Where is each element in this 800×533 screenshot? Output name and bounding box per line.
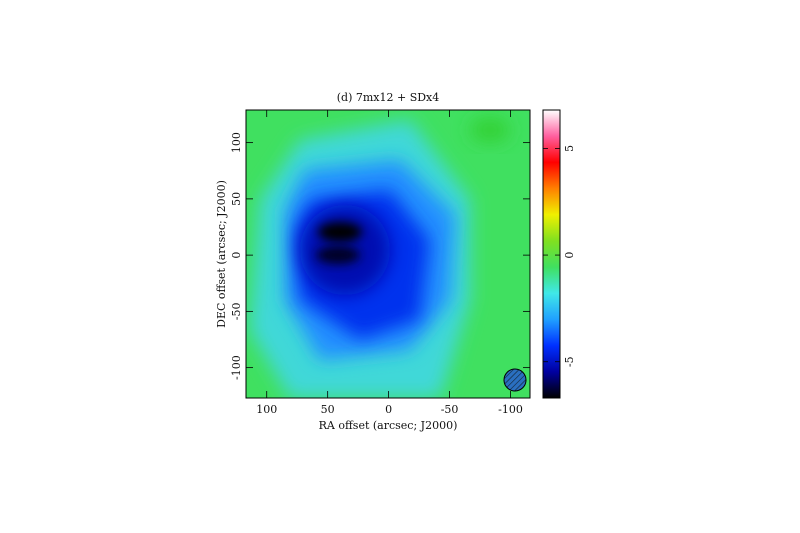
- beam: [503, 368, 527, 392]
- y-tick-label: -100: [230, 355, 243, 380]
- colorbar-tick-label: 5: [563, 145, 576, 152]
- plot-frame: [245, 109, 531, 399]
- x-tick-label: 50: [321, 403, 335, 416]
- x-tick-label: 100: [256, 403, 277, 416]
- x-axis-label: RA offset (arcsec; J2000): [319, 419, 458, 432]
- y-tick-label: 100: [230, 132, 243, 153]
- y-tick-label: 50: [230, 192, 243, 206]
- y-tick-label: -50: [230, 303, 243, 321]
- x-tick-label: 0: [385, 403, 392, 416]
- map-image: [246, 110, 530, 398]
- colorbar-tick-label: 0: [563, 252, 576, 259]
- y-tick-label: 0: [230, 252, 243, 259]
- colorbar-tick-label: -5: [563, 356, 576, 367]
- colorbar: [542, 109, 561, 399]
- x-tick-label: -50: [441, 403, 459, 416]
- y-axis-label: DEC offset (arcsec; J2000): [215, 180, 228, 328]
- x-tick-label: -100: [498, 403, 523, 416]
- chart-title: (d) 7mx12 + SDx4: [337, 91, 440, 104]
